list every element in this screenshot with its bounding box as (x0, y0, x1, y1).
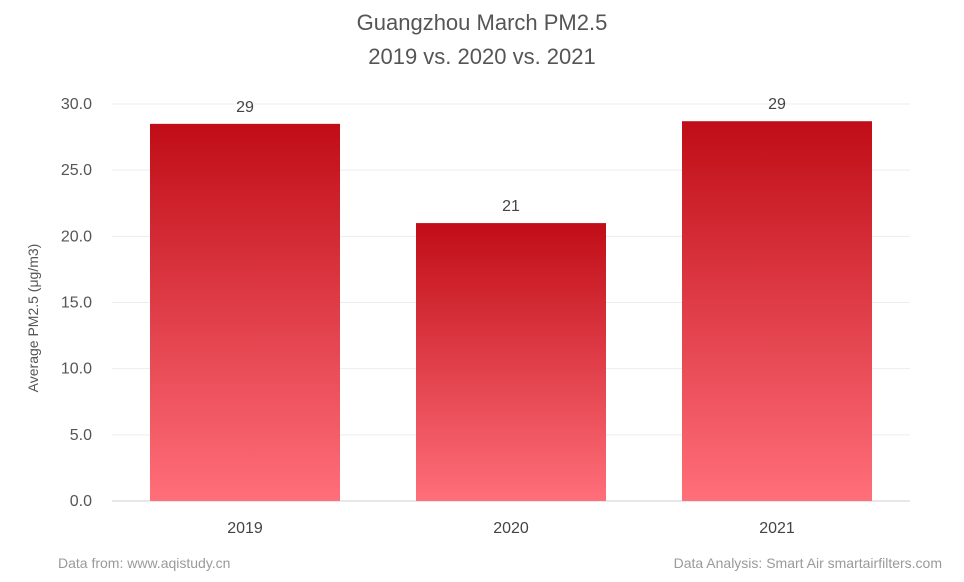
x-tick-label: 2019 (227, 520, 263, 537)
y-tick-label: 20.0 (61, 228, 92, 245)
data-label: 29 (768, 96, 786, 113)
y-tick-label: 0.0 (70, 493, 92, 510)
data-label: 21 (502, 198, 520, 215)
y-tick-label: 5.0 (70, 427, 92, 444)
bar-2021 (682, 121, 872, 501)
x-tick-label: 2020 (493, 520, 529, 537)
y-tick-label: 25.0 (61, 162, 92, 179)
y-axis-label: Average PM2.5 (μg/m3) (25, 244, 41, 393)
data-label: 29 (236, 99, 254, 116)
x-tick-label: 2021 (759, 520, 795, 537)
y-tick-label: 15.0 (61, 295, 92, 312)
bar-2020 (416, 223, 606, 501)
y-tick-label: 10.0 (61, 361, 92, 378)
chart-title: Guangzhou March PM2.5 (356, 10, 608, 35)
analysis-credit: Data Analysis: Smart Air smartairfilters… (673, 555, 942, 571)
data-source-note: Data from: www.aqistudy.cn (58, 555, 231, 571)
y-tick-label: 30.0 (61, 96, 92, 113)
chart-subtitle: 2019 vs. 2020 vs. 2021 (368, 44, 596, 69)
bar-2019 (150, 123, 340, 501)
